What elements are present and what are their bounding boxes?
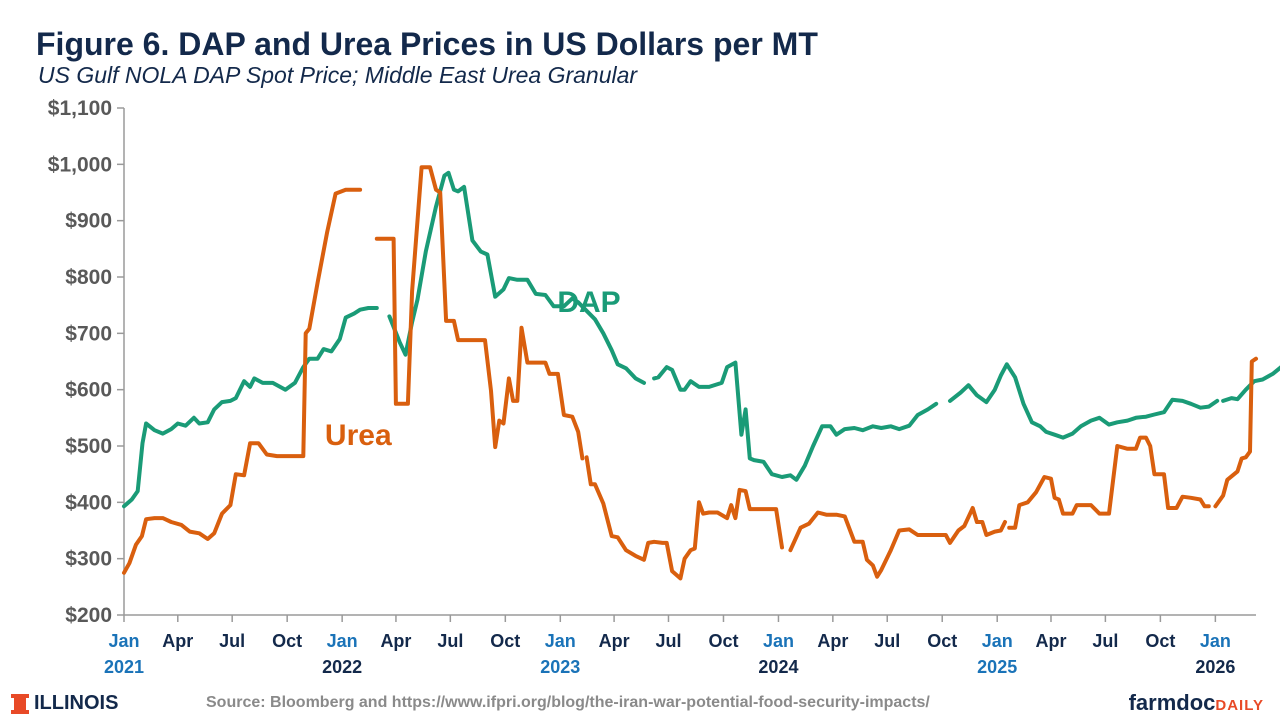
y-tick-label: $1,100	[48, 97, 112, 120]
urea-series-line	[584, 455, 784, 581]
x-tick-label: Jul	[655, 631, 681, 651]
y-tick-label: $500	[65, 435, 112, 458]
y-tick-label: $400	[65, 491, 112, 514]
x-tick-label: Jul	[874, 631, 900, 651]
x-tick-label: Apr	[162, 631, 193, 651]
brand-sub: DAILY	[1215, 697, 1264, 714]
x-tick-label: Oct	[708, 631, 738, 651]
x-year-label: 2023	[540, 657, 580, 677]
x-year-label: 2022	[322, 657, 362, 677]
dap-series-line	[1221, 365, 1280, 403]
y-tick-label: $600	[65, 379, 112, 402]
x-tick-label: Apr	[599, 631, 630, 651]
urea-series-line	[788, 506, 1007, 579]
x-tick-label: Apr	[1035, 631, 1066, 651]
chart-title: Figure 6. DAP and Urea Prices in US Doll…	[36, 26, 818, 62]
urea-series-line	[1213, 356, 1258, 509]
x-tick-label: Oct	[1145, 631, 1175, 651]
x-tick-label: Oct	[490, 631, 520, 651]
urea-series-line	[374, 165, 585, 461]
x-tick-label: Apr	[817, 631, 848, 651]
chart-subtitle: US Gulf NOLA DAP Spot Price; Middle East…	[38, 62, 638, 88]
x-tick-label: Jan	[545, 631, 576, 651]
dap-series-line	[652, 360, 939, 482]
urea-series-line	[1007, 435, 1211, 530]
x-tick-label: Jan	[1200, 631, 1231, 651]
dap-series-line	[948, 362, 1220, 440]
x-tick-label: Jul	[219, 631, 245, 651]
x-tick-label: Jan	[982, 631, 1013, 651]
x-tick-label: Jan	[763, 631, 794, 651]
illinois-block-i-icon	[11, 693, 29, 714]
x-tick-label: Apr	[380, 631, 411, 651]
illinois-logo-text: ILLINOIS	[34, 692, 119, 714]
brand-main: farmdoc	[1128, 690, 1216, 715]
farmdoc-daily-logo: farmdocDAILY	[1129, 690, 1264, 716]
x-year-label: 2025	[977, 657, 1017, 677]
x-tick-label: Oct	[272, 631, 302, 651]
dap-series-line	[387, 170, 646, 385]
dap-series-line	[122, 306, 379, 509]
x-tick-label: Jul	[1092, 631, 1118, 651]
y-tick-label: $300	[65, 548, 112, 571]
illinois-logo: ILLINOIS	[11, 692, 119, 715]
urea-series-label: Urea	[325, 419, 392, 452]
x-year-label: 2024	[758, 657, 798, 677]
x-year-label: 2021	[104, 657, 144, 677]
x-tick-label: Oct	[927, 631, 957, 651]
x-tick-label: Jan	[108, 631, 139, 651]
x-tick-label: Jul	[437, 631, 463, 651]
source-note: Source: Bloomberg and https://www.ifpri.…	[206, 694, 930, 711]
y-tick-label: $700	[65, 322, 112, 345]
y-tick-label: $800	[65, 266, 112, 289]
x-tick-label: Jan	[327, 631, 358, 651]
y-tick-label: $200	[65, 604, 112, 627]
urea-series-line	[122, 187, 363, 575]
y-tick-label: $900	[65, 210, 112, 233]
dap-series-label: DAP	[557, 286, 620, 319]
x-year-label: 2026	[1195, 657, 1235, 677]
y-tick-label: $1,000	[48, 153, 112, 176]
